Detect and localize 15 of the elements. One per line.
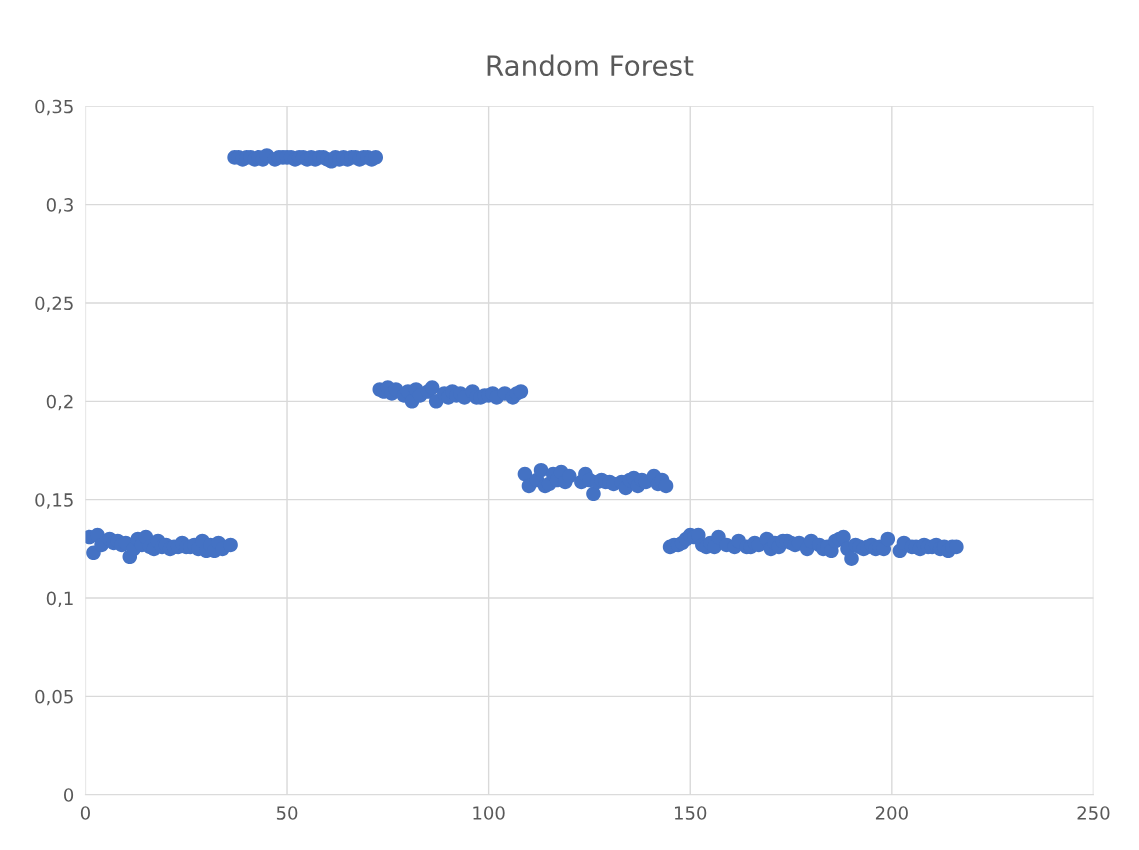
x-tick-label: 0 (80, 806, 90, 820)
y-tick-label: 0,35 (35, 99, 73, 116)
y-tick-label: 0,1 (46, 591, 73, 607)
x-tick-label: 250 (1077, 806, 1110, 820)
y-tick-label: 0 (64, 788, 74, 802)
x-tick-label: 150 (674, 806, 707, 820)
y-tick-label: 0,05 (35, 689, 73, 706)
x-tick-label: 100 (473, 806, 505, 820)
y-tick-label: 0,3 (46, 198, 73, 214)
x-tick-label: 200 (875, 806, 908, 820)
y-tick-label: 0,15 (35, 493, 73, 509)
y-tick-label: 0,25 (35, 296, 73, 312)
x-tick-label: 50 (276, 806, 298, 820)
chart-title: Random Forest (487, 54, 694, 77)
y-tick-label: 0,2 (46, 394, 73, 411)
